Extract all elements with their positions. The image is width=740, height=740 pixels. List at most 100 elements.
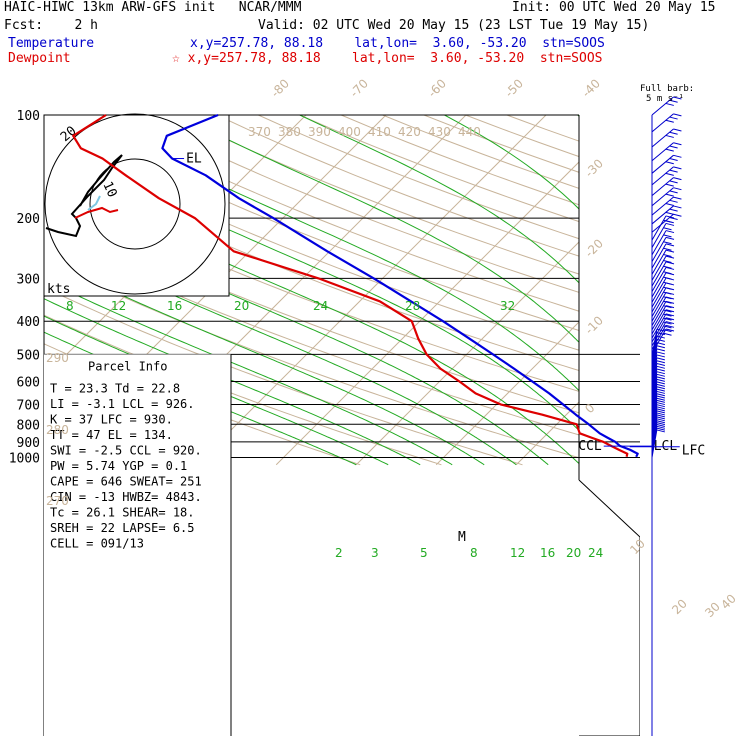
wind-barb-flag (663, 321, 672, 325)
wind-barb-flag (656, 342, 665, 346)
wind-barb-flag (656, 416, 665, 420)
wind-barb-flag (665, 266, 675, 270)
wind-barb-flag (665, 272, 675, 276)
wind-barb-flag (665, 282, 675, 286)
wind-barb-flag (665, 119, 674, 123)
lower-frame (578, 480, 640, 736)
wind-barb-flag (665, 317, 675, 321)
wind-barb (651, 429, 658, 458)
pressure-tick-label: 800 (17, 418, 40, 433)
wind-barb-flag (656, 404, 665, 408)
wind-barb (651, 230, 667, 256)
wind-barb-flag (665, 148, 674, 152)
moist-adiabat-line (674, 115, 740, 465)
dry-adiabat-line (174, 115, 579, 275)
parcel-info-row: LI = -3.1 LCL = 926. (50, 397, 195, 411)
lfc-label: LFC (682, 444, 705, 459)
wind-barb-flag (656, 408, 665, 412)
wind-barb-flag (663, 227, 672, 231)
wind-barb-flag (665, 291, 675, 295)
wind-barb (651, 243, 667, 269)
isotherm-line (0, 99, 2, 464)
wind-barb-flag (656, 338, 665, 342)
temperature-legend-info: x,y=257.78, 88.18 lat,lon= 3.60, -53.20 … (190, 36, 605, 51)
wind-barb-flag (665, 230, 675, 234)
wind-barb-flag (656, 425, 665, 429)
wind-barb-flag (663, 305, 672, 309)
parcel-info-row: SWI = -2.5 CCL = 920. (50, 443, 202, 457)
wind-barb-flag (656, 393, 665, 397)
wind-barb-flag (665, 261, 675, 265)
pressure-tick-label: 400 (17, 315, 40, 330)
theta-left-label: 290 (46, 351, 69, 365)
wind-barb-flag (656, 402, 665, 406)
pressure-tick-label: 600 (17, 376, 40, 391)
wind-barb-flag (656, 410, 665, 414)
wind-barb-flag (665, 313, 675, 317)
theta-label: 390 (308, 125, 331, 139)
hodograph-frame (43, 114, 230, 297)
parcel-info-row: CIN = -13 HWBZ= 4843. (50, 490, 202, 504)
isotherm-line (596, 99, 740, 464)
wind-barb (651, 113, 674, 133)
mixing-ratio-label: 8 (470, 546, 478, 560)
pressure-tick-label: 500 (17, 348, 40, 363)
wind-barb-flag (673, 213, 682, 217)
hodograph-units-label: kts (47, 282, 70, 297)
wind-barb (651, 332, 658, 361)
pressure-tick-label: 300 (17, 272, 40, 287)
theta-label: 430 (428, 125, 451, 139)
wind-barb-flag (663, 329, 672, 333)
wind-barb (651, 345, 658, 374)
isotherm-line (515, 401, 579, 466)
mixing-ratio-label: 24 (588, 546, 603, 560)
wind-barb-flag (663, 313, 672, 317)
isotherm-label: 10 (627, 536, 648, 557)
wind-barb-flag (665, 249, 675, 253)
wind-barb-flag (663, 309, 672, 313)
wind-barb-flag (656, 414, 665, 418)
pressure-tick-label: 900 (17, 436, 40, 451)
dewpoint-profile (72, 114, 629, 458)
wind-barb-flag (665, 161, 674, 165)
wind-barb (651, 348, 658, 377)
wind-barb-flag (665, 236, 675, 240)
wind-barb (651, 282, 667, 308)
wind-barb-flag (669, 208, 678, 212)
moist-adiabat-line (299, 115, 579, 284)
wind-barb-flag (663, 325, 672, 329)
wind-barb-flag (673, 113, 682, 117)
wind-barb-flag (663, 241, 672, 245)
theta-label: 440 (458, 125, 481, 139)
wind-barb-flag (665, 243, 675, 247)
wind-barb-flag (665, 300, 675, 304)
wind-barb-flag (663, 317, 672, 321)
pressure-tick-label: 700 (17, 398, 40, 413)
wind-barb-flag (656, 412, 665, 416)
wind-barb (651, 128, 674, 148)
wind-barb-flag (656, 420, 665, 424)
wind-barb-flag (656, 397, 665, 401)
mixing-ratio-label: 5 (420, 546, 428, 560)
wind-barb-flag (669, 199, 678, 203)
isotherm-label: -10 (582, 313, 606, 337)
wind-barb (651, 166, 674, 186)
pressure-tick-label: 100 (17, 109, 40, 124)
hodograph-cyan-segment (87, 195, 101, 211)
moist-adiabat-line (81, 115, 579, 392)
wind-barb-flag (669, 116, 678, 120)
wind-barb-flag (665, 183, 674, 187)
isotherm-line (355, 241, 579, 466)
parcel-info-row: K = 37 LFC = 930. (50, 412, 173, 426)
moist-adiabat-line (44, 258, 485, 466)
wind-barb-flag (656, 348, 665, 352)
barb-legend-title: Full barb: (640, 84, 695, 94)
forecast-hour: Fcst: 2 h (4, 18, 98, 33)
wind-barb-flag (656, 357, 665, 361)
pressure-tick-label: 1000 (9, 452, 40, 467)
wind-barb-flag (665, 296, 675, 300)
wind-barb (651, 177, 674, 197)
wind-barb (651, 196, 674, 216)
wind-barb-flag (656, 406, 665, 410)
init-time: Init: 00 UTC Wed 20 May 15 (512, 0, 716, 15)
